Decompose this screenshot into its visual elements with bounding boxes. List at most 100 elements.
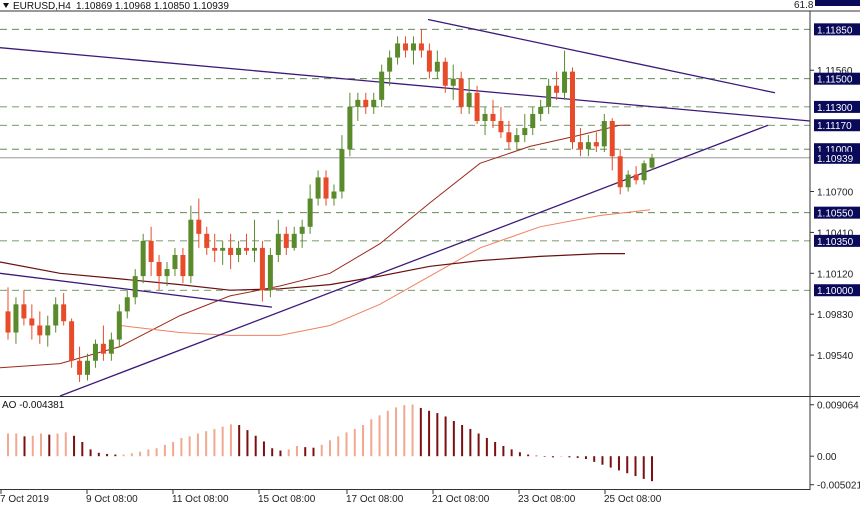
time-tick-label: 11 Oct 08:00 (172, 494, 229, 505)
trendline[interactable] (427, 18, 776, 94)
candle[interactable] (307, 184, 313, 234)
candle[interactable] (498, 106, 504, 138)
candle[interactable] (506, 121, 512, 150)
candle[interactable] (554, 71, 560, 100)
trendlines[interactable] (0, 18, 811, 397)
candle[interactable] (418, 29, 424, 58)
candle[interactable] (474, 85, 480, 124)
candle[interactable] (37, 311, 43, 344)
candle[interactable] (236, 240, 242, 263)
candle-body (61, 304, 67, 322)
candle[interactable] (92, 339, 98, 368)
candle-body (347, 106, 353, 150)
candle[interactable] (108, 332, 114, 361)
candle[interactable] (45, 315, 51, 347)
trendline[interactable] (0, 47, 811, 122)
candle[interactable] (434, 50, 440, 79)
candle[interactable] (299, 219, 305, 248)
candle[interactable] (371, 92, 377, 114)
candle[interactable] (387, 50, 393, 86)
candle[interactable] (403, 36, 409, 58)
candle[interactable] (546, 78, 552, 114)
trendline[interactable] (59, 124, 769, 397)
candle[interactable] (625, 170, 631, 192)
candle[interactable] (77, 346, 83, 382)
candle-body (387, 57, 393, 72)
candle[interactable] (132, 269, 138, 305)
candle[interactable] (347, 92, 353, 157)
level-price-box (814, 119, 860, 132)
symbol-dropdown-icon[interactable] (3, 3, 9, 8)
candle[interactable] (450, 64, 456, 100)
candle[interactable] (593, 132, 599, 153)
candle[interactable] (172, 247, 178, 277)
candle[interactable] (609, 118, 615, 171)
candle-body (562, 71, 568, 93)
candle[interactable] (395, 36, 401, 65)
candle[interactable] (156, 254, 162, 291)
candle[interactable] (5, 287, 11, 340)
candle[interactable] (601, 113, 607, 153)
candle[interactable] (339, 135, 345, 199)
candle[interactable] (355, 92, 361, 121)
candle[interactable] (180, 247, 186, 284)
candle[interactable] (140, 233, 146, 284)
candle[interactable] (577, 128, 583, 157)
candle-body (363, 99, 369, 107)
candle[interactable] (85, 353, 91, 381)
time-axis[interactable]: 7 Oct 2019 9 Oct 08:00 11 Oct 08:00 15 Oct … (0, 490, 662, 505)
candle[interactable] (220, 240, 226, 265)
candle[interactable] (530, 106, 536, 136)
candle[interactable] (323, 170, 329, 206)
candle[interactable] (275, 219, 281, 263)
ao-tick-label: 0.00 (817, 452, 837, 463)
candle[interactable] (267, 247, 273, 298)
candle[interactable] (283, 226, 289, 255)
candle[interactable] (641, 160, 647, 185)
candle[interactable] (585, 135, 591, 157)
candle[interactable] (61, 293, 67, 326)
candle[interactable] (458, 71, 464, 114)
candle[interactable] (426, 43, 432, 79)
candle[interactable] (490, 99, 496, 129)
candle[interactable] (148, 226, 154, 277)
candle[interactable] (562, 50, 568, 100)
candle[interactable] (410, 36, 416, 65)
candle[interactable] (649, 153, 655, 171)
candle[interactable] (116, 304, 122, 347)
candle[interactable] (569, 67, 575, 150)
candle[interactable] (259, 240, 265, 302)
candle[interactable] (228, 233, 234, 270)
candle[interactable] (466, 78, 472, 114)
candle[interactable] (482, 106, 488, 136)
candle[interactable] (53, 297, 59, 333)
candle[interactable] (514, 128, 520, 150)
candle[interactable] (363, 92, 369, 114)
candles[interactable] (5, 29, 655, 382)
candle[interactable] (100, 325, 106, 361)
candle[interactable] (522, 113, 528, 143)
candle[interactable] (315, 170, 321, 206)
symbol-label[interactable]: EURUSD,H4 (13, 1, 71, 12)
candle[interactable] (331, 184, 337, 206)
candle[interactable] (291, 226, 297, 251)
candle[interactable] (29, 304, 35, 340)
candle[interactable] (204, 226, 210, 255)
candle[interactable] (379, 64, 385, 107)
candle[interactable] (617, 149, 623, 195)
candle[interactable] (212, 233, 218, 263)
candle[interactable] (244, 233, 250, 255)
candle[interactable] (442, 57, 448, 93)
candle[interactable] (251, 219, 257, 263)
candle[interactable] (69, 318, 75, 368)
candle[interactable] (124, 290, 130, 319)
candle[interactable] (196, 198, 202, 248)
candle[interactable] (633, 166, 639, 185)
candle[interactable] (188, 205, 194, 284)
candle[interactable] (21, 290, 27, 326)
candle[interactable] (164, 262, 170, 286)
candle[interactable] (13, 297, 19, 344)
candle[interactable] (538, 99, 544, 121)
